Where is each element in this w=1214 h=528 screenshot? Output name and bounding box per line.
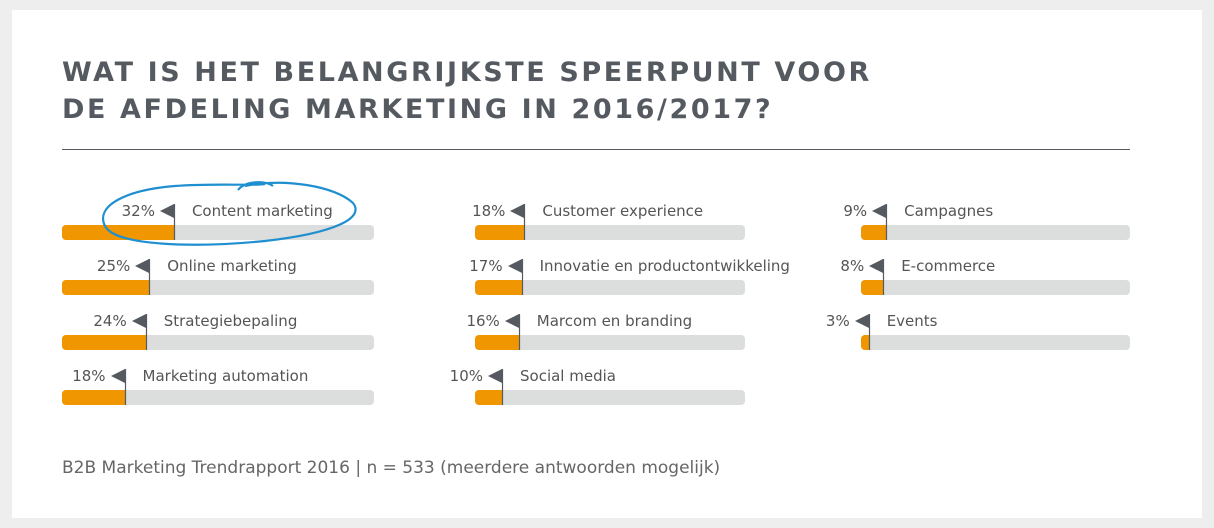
bar-track [475, 280, 745, 295]
bar-item: 3% Events [826, 310, 1130, 350]
flag-marker-icon [131, 314, 147, 350]
bar-label: Social media [520, 367, 616, 385]
bar-track [475, 390, 745, 405]
flag-marker-icon [135, 259, 151, 295]
bar-track [62, 335, 374, 350]
bar-fill [861, 335, 870, 350]
bar-label: E-commerce [901, 257, 996, 275]
bar-item: 16% Marcom en branding [466, 310, 745, 350]
flag-marker-icon [510, 204, 526, 240]
bar-fill [62, 225, 175, 240]
bar-track [62, 390, 374, 405]
bar-fill [62, 280, 151, 295]
bar-label: Marcom en branding [536, 312, 693, 330]
flag-marker-icon [869, 259, 885, 295]
bar-item: 18% Customer experience [472, 200, 745, 240]
bar-track [475, 335, 745, 350]
bar-track [861, 280, 1130, 295]
bar-fill [62, 335, 147, 350]
bar-value: 32% [121, 202, 155, 220]
bar-value: 16% [466, 312, 500, 330]
chart-title: WAT IS HET BELANGRIJKSTE SPEERPUNT VOOR D… [62, 54, 872, 128]
flag-marker-icon [507, 259, 523, 295]
bar-value: 24% [93, 312, 127, 330]
title-line-2: DE AFDELING MARKETING IN 2016/2017? [62, 94, 774, 125]
title-line-1: WAT IS HET BELANGRIJKSTE SPEERPUNT VOOR [62, 57, 872, 88]
bar-track [475, 225, 745, 240]
bar-item: 8% E-commerce [840, 255, 1130, 295]
source-footnote: B2B Marketing Trendrapport 2016 | n = 53… [62, 458, 721, 478]
bar-value: 18% [472, 202, 506, 220]
bar-item: 18% Marketing automation [62, 365, 374, 405]
bar-label: Strategiebepaling [163, 312, 298, 330]
flag-marker-icon [872, 204, 888, 240]
bar-fill [62, 390, 126, 405]
bar-label: Marketing automation [142, 367, 309, 385]
bar-fill [475, 335, 520, 350]
bar-fill [475, 390, 503, 405]
bar-label: Content marketing [191, 202, 333, 220]
bar-value: 3% [825, 312, 850, 330]
flag-marker-icon [110, 369, 126, 405]
bar-label: Campagnes [904, 202, 994, 220]
bar-value: 10% [449, 367, 483, 385]
bar-value: 9% [843, 202, 868, 220]
bar-fill [861, 225, 888, 240]
bar-item: 24% Strategiebepaling [62, 310, 374, 350]
bar-label: Innovatie en productontwikkeling [539, 257, 790, 275]
bar-track [62, 280, 374, 295]
bar-track [861, 225, 1130, 240]
bar-label: Customer experience [542, 202, 704, 220]
bar-item: 25% Online marketing [62, 255, 374, 295]
flag-marker-icon [488, 369, 504, 405]
flag-marker-icon [504, 314, 520, 350]
bar-item: 17% Innovatie en productontwikkeling [469, 255, 790, 295]
bar-label: Online marketing [167, 257, 297, 275]
bar-value: 8% [840, 257, 865, 275]
divider [62, 149, 1130, 150]
flag-marker-icon [854, 314, 870, 350]
highlight-circle [102, 181, 357, 246]
chart-card [12, 10, 1202, 518]
bar-item: 9% Campagnes [843, 200, 1130, 240]
flag-marker-icon [159, 204, 176, 240]
bar-value: 18% [72, 367, 106, 385]
bar-value: 17% [469, 257, 503, 275]
bar-track [861, 335, 1130, 350]
bar-value: 25% [96, 257, 131, 275]
bar-fill [475, 280, 523, 295]
bar-item: 10% Social media [450, 365, 745, 405]
bar-fill [861, 280, 885, 295]
bar-label: Events [886, 312, 938, 330]
bar-fill [475, 225, 526, 240]
